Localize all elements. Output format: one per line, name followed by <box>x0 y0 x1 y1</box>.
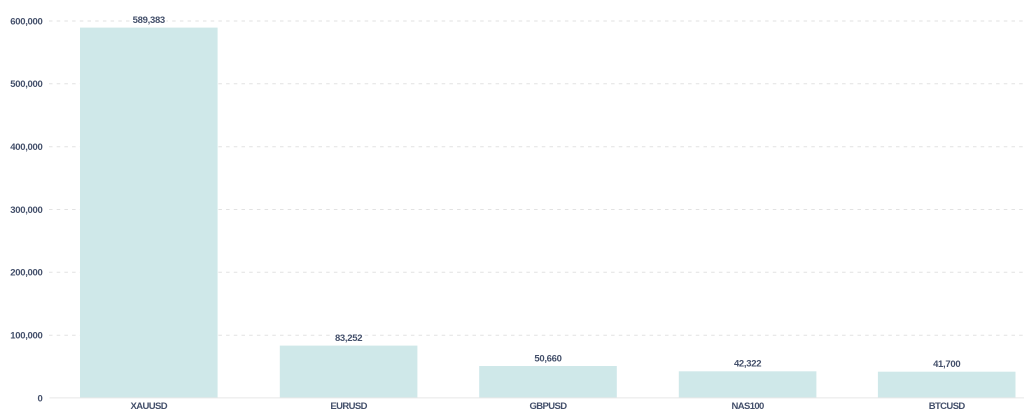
svg-text:83,252: 83,252 <box>335 333 362 344</box>
svg-text:EURUSD: EURUSD <box>330 401 367 412</box>
svg-text:600,000: 600,000 <box>10 16 42 27</box>
svg-text:300,000: 300,000 <box>10 205 42 216</box>
svg-text:NAS100: NAS100 <box>731 401 764 412</box>
svg-text:200,000: 200,000 <box>10 268 42 279</box>
svg-text:XAUUSD: XAUUSD <box>131 401 168 412</box>
svg-text:500,000: 500,000 <box>10 79 42 90</box>
svg-text:400,000: 400,000 <box>10 142 42 153</box>
svg-text:42,322: 42,322 <box>734 359 761 370</box>
svg-text:100,000: 100,000 <box>10 331 42 342</box>
svg-text:0: 0 <box>38 393 43 404</box>
svg-text:BTCUSD: BTCUSD <box>929 401 966 412</box>
svg-text:50,660: 50,660 <box>534 353 561 364</box>
svg-text:589,383: 589,383 <box>133 15 165 26</box>
svg-text:GBPUSD: GBPUSD <box>529 401 567 412</box>
svg-text:41,700: 41,700 <box>933 359 960 370</box>
